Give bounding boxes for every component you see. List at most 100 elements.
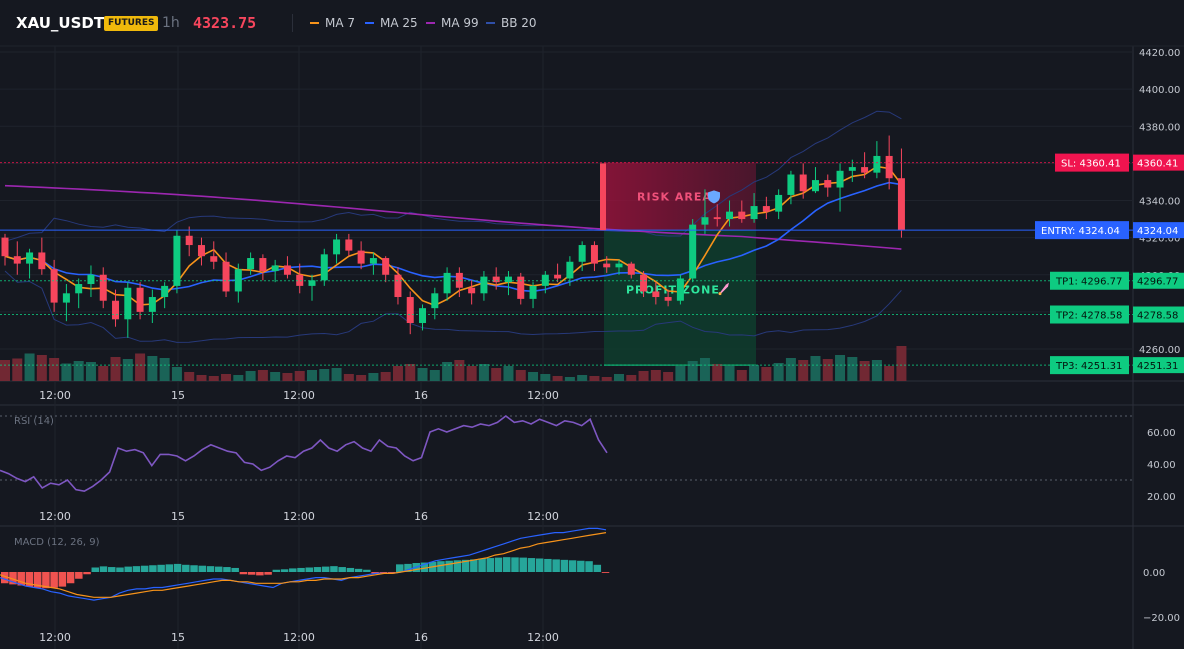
legend-ma7[interactable]: MA 7	[310, 16, 355, 30]
volume-bar	[552, 376, 563, 381]
macd-hist-bar	[297, 567, 305, 572]
volume-bar	[417, 368, 428, 381]
volume-bar	[98, 366, 109, 381]
volume-bar	[810, 356, 821, 381]
candle-body	[701, 217, 709, 225]
time-label: 12:00	[39, 631, 71, 644]
volume-bar	[49, 358, 60, 381]
macd-panel: MACD (12, 26, 9) 0.00 −20.00	[0, 527, 1180, 624]
volume-bar	[319, 369, 330, 381]
volume-bar	[847, 357, 858, 381]
volume-bar	[589, 376, 600, 381]
volume-bar	[221, 374, 232, 381]
candle-body	[848, 167, 856, 171]
time-label: 12:00	[39, 389, 71, 402]
candle-body	[222, 261, 230, 292]
macd-hist-bar	[453, 560, 462, 572]
time-label: 16	[414, 389, 428, 402]
volume-bar	[515, 370, 526, 381]
candle-body	[603, 263, 611, 268]
candle-body	[775, 194, 783, 212]
symbol-name[interactable]: XAU_USDT	[16, 14, 105, 32]
candle-body	[627, 263, 635, 275]
volume-bar	[159, 358, 170, 381]
bb-lower	[4, 270, 902, 343]
candle-body	[394, 274, 402, 298]
legend-swatch-ma25	[365, 22, 374, 24]
volume-bar	[343, 374, 354, 381]
timeframe-selector[interactable]: 1h	[162, 15, 180, 31]
candle-body	[799, 174, 807, 192]
volume-bar	[712, 364, 723, 381]
rsi-title: RSI (14)	[14, 416, 54, 427]
candle-body	[504, 276, 512, 283]
macd-hist-bar	[58, 572, 67, 587]
time-label: 15	[171, 510, 185, 523]
volume-bar	[577, 375, 588, 381]
candle-body	[676, 278, 684, 301]
candle-body	[50, 269, 58, 303]
candle-body	[369, 258, 377, 264]
volume-bar	[73, 361, 84, 381]
candle-body	[148, 297, 156, 312]
candle-body	[382, 258, 390, 275]
volume-bar	[503, 366, 514, 381]
macd-hist-bar	[313, 567, 322, 572]
macd-hist-bar	[420, 562, 429, 572]
legend-ma25[interactable]: MA 25	[365, 16, 418, 30]
volume-bar	[405, 364, 416, 381]
candle-body	[13, 256, 21, 264]
tp2-axis-tag	[1133, 306, 1184, 323]
macd-hist-bar	[544, 558, 552, 572]
trade-level-lines	[0, 162, 1133, 366]
tp3-label-text: TP3: 4251.31	[1055, 361, 1122, 372]
volume-bar	[601, 377, 612, 381]
risk-zone-label: RISK AREA	[637, 190, 712, 203]
macd-hist-bar	[486, 558, 495, 572]
macd-hist-bar	[66, 572, 75, 584]
macd-hist-bar	[1, 572, 9, 584]
time-label: 12:00	[283, 631, 315, 644]
volume-bar	[36, 355, 47, 381]
volume-bar	[491, 368, 502, 381]
signal-line	[0, 532, 607, 598]
candle-body	[492, 276, 500, 283]
volume-bar	[257, 370, 268, 381]
time-label: 12:00	[527, 510, 559, 523]
candle-body	[75, 284, 83, 294]
candle-body	[271, 265, 279, 272]
time-label: 12:00	[39, 510, 71, 523]
macd-hist-bar	[190, 565, 198, 572]
entry-axis-price: 4324.04	[1137, 226, 1178, 237]
candle-body	[897, 178, 905, 231]
legend-label-ma7: MA 7	[325, 16, 356, 30]
candle-body	[750, 206, 758, 220]
legend-swatch-bb20	[486, 22, 495, 24]
volume-bar	[184, 372, 195, 381]
profit-zone-label: PROFIT ZONE	[626, 284, 720, 297]
macd-hist-bar	[593, 564, 602, 572]
legend-ma99[interactable]: MA 99	[426, 16, 479, 30]
price-tick: 4340.00	[1139, 197, 1180, 208]
candle-body	[554, 274, 562, 279]
shield-icon	[708, 190, 720, 204]
legend-bb20[interactable]: BB 20	[486, 16, 537, 30]
sl-label-text: SL: 4360.41	[1061, 159, 1121, 170]
macd-hist-bar	[256, 572, 264, 576]
candle-body	[873, 155, 881, 173]
macd-hist-bar	[223, 567, 231, 572]
rsi-tick: 40.00	[1147, 460, 1176, 471]
candle-body	[664, 297, 672, 301]
macd-title: MACD (12, 26, 9)	[14, 537, 100, 548]
volume-bar	[368, 373, 379, 381]
legend-swatch-ma7	[310, 22, 319, 24]
tp2-label-text: TP2: 4278.58	[1055, 311, 1122, 322]
volume-bar	[307, 370, 317, 381]
volume-bar	[12, 358, 23, 381]
macd-hist-bar	[379, 572, 388, 574]
macd-hist-bar	[239, 572, 248, 575]
candle-body	[738, 211, 746, 220]
macd-hist-bar	[478, 558, 486, 572]
volume-bar	[761, 367, 772, 381]
